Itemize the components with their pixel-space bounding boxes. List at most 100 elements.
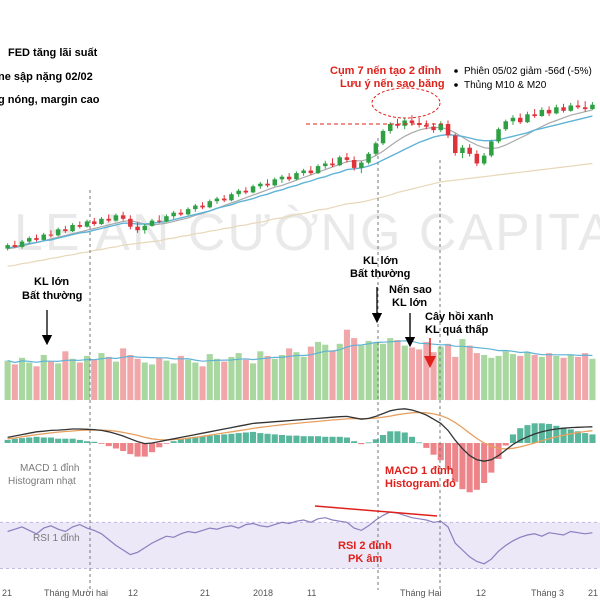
volume-bar	[293, 352, 300, 400]
macd-histogram-bar	[11, 438, 18, 443]
macd-histogram-bar	[228, 433, 235, 443]
volume-bar	[69, 358, 76, 401]
candle-body	[34, 238, 39, 240]
volume-bar	[206, 354, 213, 400]
vol-annotation-1-line1: KL lớn	[34, 276, 69, 288]
x-tick: Tháng Hai	[400, 588, 442, 598]
macd-histogram-bar	[329, 436, 336, 443]
macd-histogram-bar	[4, 439, 11, 443]
macd-histogram-bar	[120, 443, 127, 451]
rsi-annotation-1: RSI 1 đỉnh	[33, 532, 80, 544]
candle	[431, 123, 436, 133]
candle	[366, 152, 371, 165]
macd-histogram-bar	[416, 442, 423, 444]
candle	[344, 152, 350, 163]
candle-body	[366, 153, 371, 163]
volume-bar	[163, 360, 170, 400]
candle-body	[590, 104, 595, 110]
top-annotation-line2: Lưu ý nến sao băng	[340, 78, 445, 90]
volume-bar	[26, 362, 33, 400]
bullet-1: Phiên 05/02 giảm -56đ (-5%)	[464, 66, 592, 77]
volume-bar	[127, 355, 134, 400]
volume-bar	[76, 362, 83, 400]
macd-histogram-bar	[553, 425, 560, 443]
volume-bar	[84, 355, 91, 400]
vol-annotation-3-line2: KL lớn	[392, 297, 427, 309]
volume-bar	[40, 355, 47, 400]
candle-body	[582, 107, 588, 110]
volume-bar	[560, 357, 567, 400]
candle-body	[467, 147, 472, 154]
macd-histogram-bar	[365, 442, 372, 444]
candle	[236, 188, 241, 197]
volume-bar	[502, 351, 509, 401]
volume-bar	[336, 343, 343, 401]
candle	[250, 184, 256, 194]
macd-histogram-bar	[242, 432, 249, 443]
candle	[207, 199, 212, 209]
candle	[525, 111, 530, 124]
macd-histogram-bar	[524, 425, 531, 443]
candle-body	[279, 176, 285, 180]
candle-body	[236, 190, 241, 195]
candle-body	[120, 215, 126, 219]
macd-histogram-bar	[495, 443, 502, 459]
candle-body	[308, 170, 314, 174]
volume-bar	[19, 357, 26, 400]
macd-histogram-bar	[19, 438, 26, 443]
candle-body	[185, 209, 191, 215]
macd-histogram-bar	[257, 433, 264, 443]
volume-bar	[416, 349, 423, 400]
vol-annotation-4-line1: Cây hồi xanh	[425, 311, 494, 323]
candle-body	[48, 234, 54, 236]
macd-histogram-bar	[408, 436, 415, 443]
candle-body	[561, 107, 566, 111]
watermark: LE AN CƯỜNG CAPITAL	[14, 204, 600, 262]
candle	[575, 100, 581, 110]
candle-body	[568, 105, 573, 111]
macd-histogram-bar	[343, 437, 350, 443]
volume-bar	[322, 344, 329, 400]
candle	[70, 223, 75, 232]
macd-histogram-bar	[192, 436, 199, 443]
volume-bar	[177, 355, 184, 400]
macd-histogram-bar	[264, 433, 271, 443]
candle	[200, 202, 205, 210]
macd-histogram-bar	[26, 437, 33, 443]
candle	[351, 156, 357, 171]
candle-body	[424, 124, 429, 127]
candle-body	[337, 157, 342, 166]
candle-body	[489, 141, 494, 156]
volume-bar	[517, 355, 524, 400]
x-tick: 2018	[253, 588, 273, 598]
candle-body	[171, 212, 176, 217]
candle-body	[41, 234, 46, 240]
vol-annotation-2-line1: KL lớn	[363, 255, 398, 267]
candle	[265, 179, 270, 188]
candle	[518, 113, 523, 124]
volume-bar	[221, 361, 228, 400]
volume-bar	[278, 355, 285, 400]
candle-body	[438, 124, 443, 131]
volume-bar	[120, 348, 127, 400]
macd-histogram-bar	[213, 435, 220, 443]
candle	[272, 177, 277, 187]
candle-body	[481, 155, 487, 164]
macd-histogram-bar	[582, 433, 589, 443]
macd-histogram-bar	[502, 443, 509, 446]
ma10-line	[7, 115, 593, 249]
macd-histogram-bar	[546, 423, 553, 443]
volume-bar	[546, 353, 553, 400]
vol-annotation-1-line2: Bất thường	[22, 290, 82, 302]
volume-bar	[574, 356, 581, 400]
macd-histogram-bar	[141, 443, 148, 457]
volume-bar	[170, 363, 177, 400]
header-note-3: g nóng, margin cao	[0, 94, 100, 106]
macd-histogram-bar	[286, 435, 293, 443]
macd-histogram-bar	[589, 434, 596, 443]
candle-body	[510, 117, 516, 122]
volume-bar	[11, 364, 18, 400]
macd-annotation-1-line1: MACD 1 đỉnh	[20, 462, 79, 474]
header-note-1: FED tăng lãi suất	[8, 47, 98, 59]
volume-bar	[141, 362, 148, 400]
